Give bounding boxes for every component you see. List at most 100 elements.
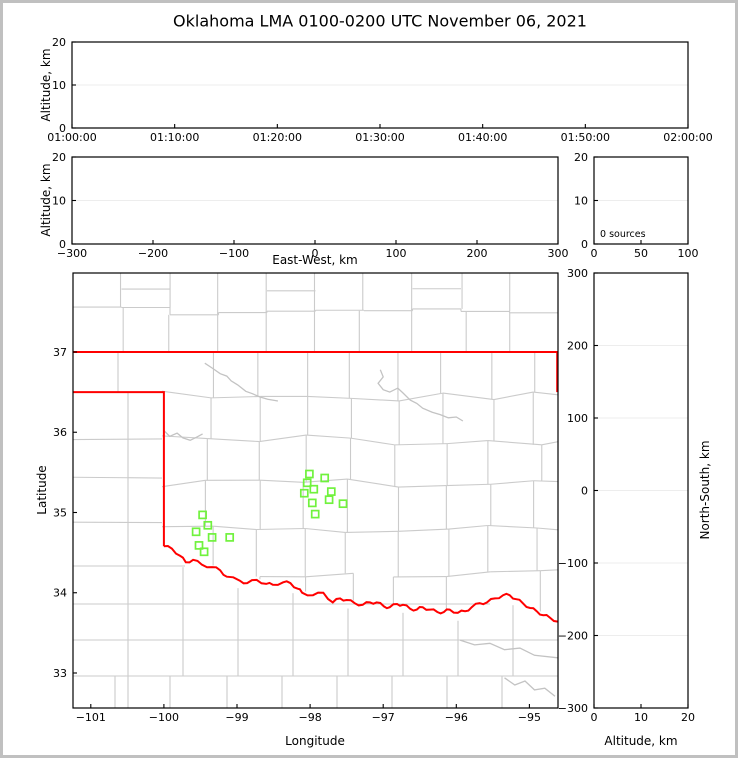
tick-label: 02:00:00	[663, 131, 712, 144]
panel-time-height-ticks	[71, 41, 689, 129]
tick-label: −95	[518, 711, 541, 724]
tick-label: 01:20:00	[253, 131, 302, 144]
tick-label: −96	[445, 711, 468, 724]
lightning-source-marker	[309, 484, 319, 494]
tick-label: 34	[53, 587, 67, 600]
panel-time-height-tick-labels: 01:00:00 01:10:00 01:20:00 01:30:00 01:40:00…	[47, 36, 712, 144]
altitude-axis-label-right: Altitude, km	[604, 734, 678, 748]
lightning-source-marker	[302, 478, 312, 488]
tick-label: 35	[53, 506, 67, 519]
panel-alt-histogram-ticks	[593, 156, 689, 245]
tick-label: 100	[567, 412, 588, 425]
tick-label: 01:10:00	[150, 131, 199, 144]
panel-ew-height-tick-labels: −300 −200 −100 0 100 200 300 0 10 20	[52, 151, 569, 260]
panel-ns-height-ticks	[593, 272, 689, 709]
tick-label: −200	[558, 630, 588, 643]
panel-ew-height: −300 −200 −100 0 100 200 300 0 10 20	[52, 151, 569, 260]
lightning-source-marker	[305, 469, 314, 479]
state-borders	[73, 351, 558, 623]
tick-label: 10	[52, 79, 66, 92]
tick-label: −97	[372, 711, 395, 724]
lightning-source-marker	[326, 487, 336, 496]
panel-ns-height: 0 10 20 −300 −200 −100 0 100 200 300	[558, 267, 695, 724]
tick-label: 01:50:00	[561, 131, 610, 144]
lightning-source-marker	[194, 541, 204, 550]
lightning-source-marker	[203, 520, 213, 530]
sources-count-annotation: 0 sources	[600, 229, 646, 240]
tick-label: 0	[591, 711, 598, 724]
lightning-source-marker	[207, 533, 217, 542]
panel-ns-height-gridlines	[594, 345, 688, 636]
tick-label: 10	[574, 195, 588, 208]
north-south-axis-label: North-South, km	[698, 440, 712, 540]
lightning-source-marker	[225, 533, 235, 542]
tick-label: 20	[52, 151, 66, 164]
state-border-panhandle	[73, 391, 165, 547]
panel-ew-height-ticks	[71, 156, 559, 245]
lightning-sources	[191, 469, 348, 557]
tick-label: −300	[57, 247, 87, 260]
tick-label: 50	[634, 247, 648, 260]
tick-label: −200	[138, 247, 168, 260]
altitude-axis-label-mid: Altitude, km	[39, 163, 53, 237]
panel-map-spine	[72, 272, 559, 709]
panel-alt-histogram-tick-labels: 0 50 100 0 10 20	[574, 151, 699, 260]
tick-label: 20	[681, 711, 695, 724]
tick-label: −100	[149, 711, 179, 724]
lightning-source-marker	[310, 509, 320, 519]
tick-label: 0	[59, 238, 66, 251]
tick-label: 0	[312, 247, 319, 260]
tick-label: 01:30:00	[355, 131, 404, 144]
lightning-source-marker	[199, 547, 209, 557]
red-river-border	[163, 544, 558, 623]
tick-label: −300	[558, 702, 588, 715]
figure-title: Oklahoma LMA 0100-0200 UTC November 06, …	[173, 11, 587, 31]
lightning-source-marker	[324, 495, 334, 505]
tick-label: 01:00:00	[47, 131, 96, 144]
map-content	[73, 273, 558, 708]
tick-label: 0	[591, 247, 598, 260]
lightning-source-marker	[307, 498, 317, 508]
lightning-source-marker	[191, 527, 201, 537]
tick-label: 36	[53, 426, 67, 439]
tick-label: −100	[558, 557, 588, 570]
lightning-source-marker	[338, 499, 348, 509]
tick-label: 200	[467, 247, 488, 260]
tick-label: 100	[386, 247, 407, 260]
gray-rivers	[162, 362, 558, 697]
county-borders	[73, 273, 558, 708]
tick-label: 37	[53, 346, 67, 359]
lightning-source-marker	[299, 488, 309, 498]
tick-label: 20	[52, 36, 66, 49]
tick-label: 0	[581, 485, 588, 498]
tick-label: 200	[567, 340, 588, 353]
lightning-source-marker	[198, 510, 207, 520]
latitude-axis-label: Latitude	[35, 465, 49, 515]
tick-label: −100	[219, 247, 249, 260]
panel-map-ticks	[73, 351, 530, 708]
tick-label: 0	[581, 238, 588, 251]
panel-ns-height-tick-labels: 0 10 20 −300 −200 −100 0 100 200 300	[558, 267, 695, 724]
panel-time-height: 01:00:00 01:10:00 01:20:00 01:30:00 01:40:00…	[47, 36, 712, 144]
tick-label: −101	[76, 711, 106, 724]
tick-label: 20	[574, 151, 588, 164]
tick-label: 10	[52, 195, 66, 208]
panel-map-tick-labels: −101 −100 −99 −98 −97 −96 −95 33 34 35 36 37	[53, 346, 541, 724]
tick-label: −98	[298, 711, 321, 724]
tick-label: 10	[634, 711, 648, 724]
longitude-axis-label: Longitude	[285, 734, 345, 748]
panel-map: −101 −100 −99 −98 −97 −96 −95 33 34 35 36 37	[53, 272, 559, 724]
tick-label: 01:40:00	[458, 131, 507, 144]
tick-label: 100	[678, 247, 699, 260]
tick-label: 33	[53, 667, 67, 680]
tick-label: 300	[567, 267, 588, 280]
tick-label: −99	[225, 711, 248, 724]
altitude-axis-label-top: Altitude, km	[39, 48, 53, 122]
tick-label: 300	[548, 247, 569, 260]
east-west-axis-label: East-West, km	[272, 253, 358, 267]
lightning-source-marker	[320, 473, 330, 483]
